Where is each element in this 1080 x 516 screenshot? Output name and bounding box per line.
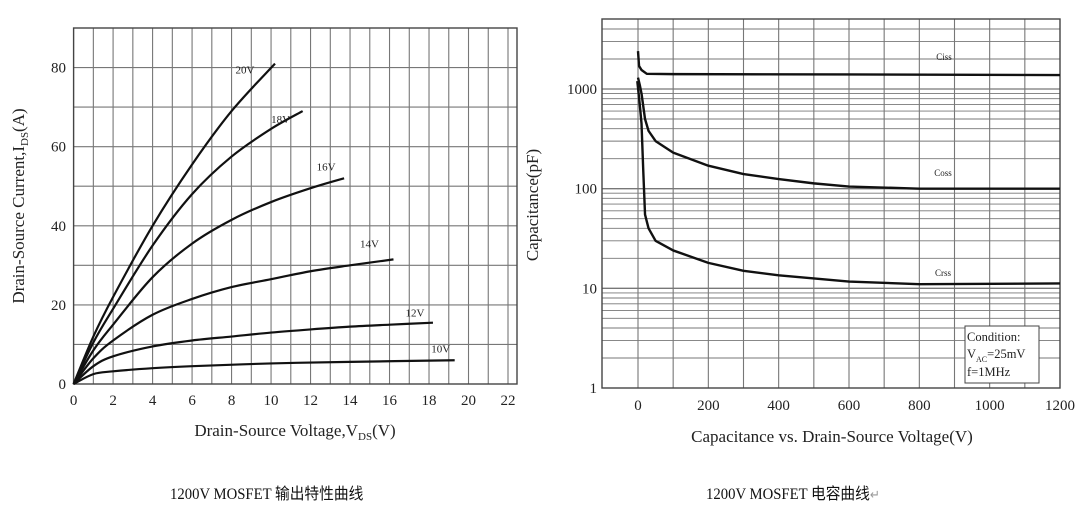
x-tick-label: 0 <box>70 393 78 409</box>
series-label-10V: 10V <box>431 343 450 355</box>
x-tick-label: 400 <box>767 398 790 414</box>
condition-line-2-subscript: AC <box>976 355 987 364</box>
x-tick-label: 200 <box>697 398 720 414</box>
return-mark-icon: ↵ <box>869 487 880 502</box>
x-tick-label: 8 <box>228 393 236 409</box>
y-tick-label: 60 <box>51 140 66 156</box>
x-tick-label: 12 <box>303 393 318 409</box>
series-label-20V: 20V <box>236 65 255 77</box>
x-axis-label-suffix: (V) <box>372 421 396 440</box>
series-line-16V <box>72 177 345 385</box>
x-tick-label: 0 <box>634 398 642 414</box>
x-tick-label: 1000 <box>975 398 1005 414</box>
series-label-14V: 14V <box>360 238 379 250</box>
caption-left-text: 1200V MOSFET 输出特性曲线 <box>170 486 364 503</box>
condition-line-2-suffix: =25mV <box>987 347 1025 361</box>
x-tick-label: 22 <box>501 393 516 409</box>
series-line-20V <box>72 62 276 385</box>
caption-capacitance: 1200V MOSFET 电容曲线↵ <box>706 480 880 504</box>
y-axis-label-subscript: DS <box>19 132 31 146</box>
x-tick-label: 2 <box>109 393 117 409</box>
condition-line-1: Condition: <box>967 330 1020 344</box>
condition-box <box>964 325 1040 384</box>
plot-frame-right <box>601 18 1061 389</box>
x-tick-label: 10 <box>264 393 279 409</box>
y-tick-label: 40 <box>51 219 66 235</box>
series-line-10V <box>73 359 455 385</box>
series-line-Crss <box>636 80 1061 286</box>
series-line-18V <box>72 110 304 385</box>
x-axis-label: Drain-Source Voltage,VDS(V) <box>194 421 395 443</box>
series-line-14V <box>72 258 394 385</box>
series-label-Coss: Coss <box>934 168 952 178</box>
series-label-16V: 16V <box>317 161 336 173</box>
plot-area-left <box>73 28 517 384</box>
series-label-Ciss: Ciss <box>936 52 952 62</box>
series-label-12V: 12V <box>405 308 424 320</box>
x-tick-label: 800 <box>908 398 931 414</box>
x-tick-label: 600 <box>838 398 861 414</box>
condition-line-3: f=1MHz <box>967 365 1011 379</box>
y-tick-label: 80 <box>51 61 66 77</box>
y-tick-label: 0 <box>59 377 67 393</box>
x-tick-label: 1200 <box>1045 398 1075 414</box>
series-line-Ciss <box>636 51 1061 77</box>
y-tick-label: 100 <box>575 182 598 198</box>
x-tick-label: 14 <box>343 393 359 409</box>
x-tick-label: 4 <box>149 393 157 409</box>
x-tick-label: 16 <box>382 393 398 409</box>
x-axis-label-subscript: DS <box>358 431 372 443</box>
series-label-Crss: Crss <box>935 268 952 278</box>
x-tick-label: 18 <box>422 393 437 409</box>
x-tick-label: 20 <box>461 393 476 409</box>
y-tick-label: 10 <box>582 281 597 297</box>
y-axis-label: Drain-Source Current,IDS(A) <box>9 108 31 303</box>
caption-output-characteristics: 1200V MOSFET 输出特性曲线 <box>170 480 363 504</box>
plot-frame-left <box>72 27 518 385</box>
y-axis-label: Capacitance(pF) <box>523 149 542 261</box>
y-tick-label: 1000 <box>567 82 597 98</box>
x-tick-label: 6 <box>188 393 196 409</box>
y-tick-label: 1 <box>590 381 598 397</box>
series-label-18V: 18V <box>271 114 290 126</box>
x-axis-label: Capacitance vs. Drain-Source Voltage(V) <box>691 427 973 446</box>
y-axis-label-suffix: (A) <box>9 108 28 132</box>
series-line-12V <box>72 321 434 385</box>
caption-right-text: 1200V MOSFET 电容曲线 <box>706 486 870 503</box>
series-line-Coss <box>636 77 1060 190</box>
y-tick-label: 20 <box>51 298 66 314</box>
